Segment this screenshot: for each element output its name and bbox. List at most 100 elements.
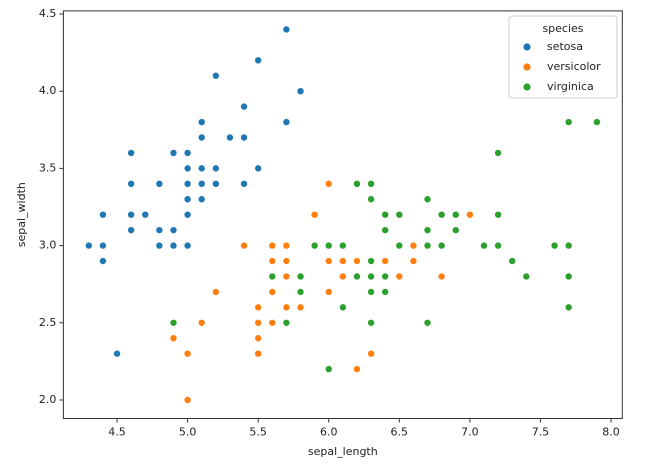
y-tick-label: 4.0: [39, 84, 57, 97]
point: [155, 226, 164, 235]
y-axis-label: sepal_width: [15, 182, 28, 247]
point: [352, 179, 361, 188]
x-tick-label: 6.5: [391, 426, 409, 439]
point: [282, 257, 291, 266]
point: [183, 395, 192, 404]
x-tick-label: 7.5: [532, 426, 550, 439]
point: [183, 349, 192, 358]
legend-label: versicolor: [547, 60, 601, 73]
point: [367, 179, 376, 188]
legend-marker: [522, 62, 532, 72]
point: [155, 241, 164, 250]
point: [310, 210, 319, 219]
point: [423, 241, 432, 250]
point: [127, 148, 136, 157]
point: [268, 241, 277, 250]
point: [564, 303, 573, 312]
point: [282, 303, 291, 312]
point: [225, 133, 234, 142]
point: [479, 241, 488, 250]
point: [84, 241, 93, 250]
point: [423, 226, 432, 235]
point: [127, 226, 136, 235]
point: [254, 164, 263, 173]
point: [367, 257, 376, 266]
point: [423, 195, 432, 204]
point: [197, 195, 206, 204]
y-tick-label: 4.5: [39, 7, 57, 20]
y-tick-label: 3.0: [39, 239, 57, 252]
point: [437, 272, 446, 281]
legend-marker: [522, 42, 532, 52]
point: [254, 318, 263, 327]
legend-label: setosa: [547, 40, 583, 53]
point: [282, 318, 291, 327]
point: [127, 179, 136, 188]
point: [268, 257, 277, 266]
point: [141, 210, 150, 219]
point: [240, 102, 249, 111]
point: [508, 257, 517, 266]
point: [324, 241, 333, 250]
y-tick-label: 3.5: [39, 161, 57, 174]
point: [282, 272, 291, 281]
point: [282, 241, 291, 250]
point: [169, 226, 178, 235]
point: [451, 210, 460, 219]
point: [324, 257, 333, 266]
point: [324, 365, 333, 374]
point: [352, 257, 361, 266]
x-tick-label: 6.0: [320, 426, 338, 439]
point: [197, 118, 206, 127]
point: [113, 349, 122, 358]
point: [437, 210, 446, 219]
point: [240, 133, 249, 142]
point: [268, 318, 277, 327]
point: [381, 272, 390, 281]
point: [338, 272, 347, 281]
point: [564, 272, 573, 281]
point: [494, 148, 503, 157]
legend-label: virginica: [547, 80, 594, 93]
x-tick-label: 7.0: [461, 426, 479, 439]
point: [296, 272, 305, 281]
point: [395, 210, 404, 219]
point: [268, 287, 277, 296]
point: [465, 210, 474, 219]
point: [197, 179, 206, 188]
point: [324, 287, 333, 296]
point: [98, 241, 107, 250]
point: [381, 226, 390, 235]
point: [367, 318, 376, 327]
point: [310, 241, 319, 250]
x-axis-label: sepal_length: [308, 445, 378, 458]
point: [338, 241, 347, 250]
point: [494, 210, 503, 219]
point: [494, 241, 503, 250]
point: [367, 349, 376, 358]
point: [296, 303, 305, 312]
legend-marker: [522, 82, 532, 92]
point: [592, 118, 601, 127]
point: [409, 257, 418, 266]
point: [564, 118, 573, 127]
point: [211, 164, 220, 173]
point: [169, 334, 178, 343]
point: [268, 272, 277, 281]
point: [183, 164, 192, 173]
point: [367, 272, 376, 281]
point: [282, 118, 291, 127]
y-tick-label: 2.5: [39, 316, 57, 329]
point: [550, 241, 559, 250]
point: [98, 210, 107, 219]
x-tick-label: 4.5: [108, 426, 126, 439]
point: [169, 241, 178, 250]
legend: species setosa versicolor virginica: [508, 15, 618, 99]
legend-title: species: [542, 22, 583, 35]
point: [155, 179, 164, 188]
y-tick-label: 2.0: [39, 393, 57, 406]
point: [381, 210, 390, 219]
point: [352, 365, 361, 374]
point: [324, 179, 333, 188]
point: [395, 272, 404, 281]
